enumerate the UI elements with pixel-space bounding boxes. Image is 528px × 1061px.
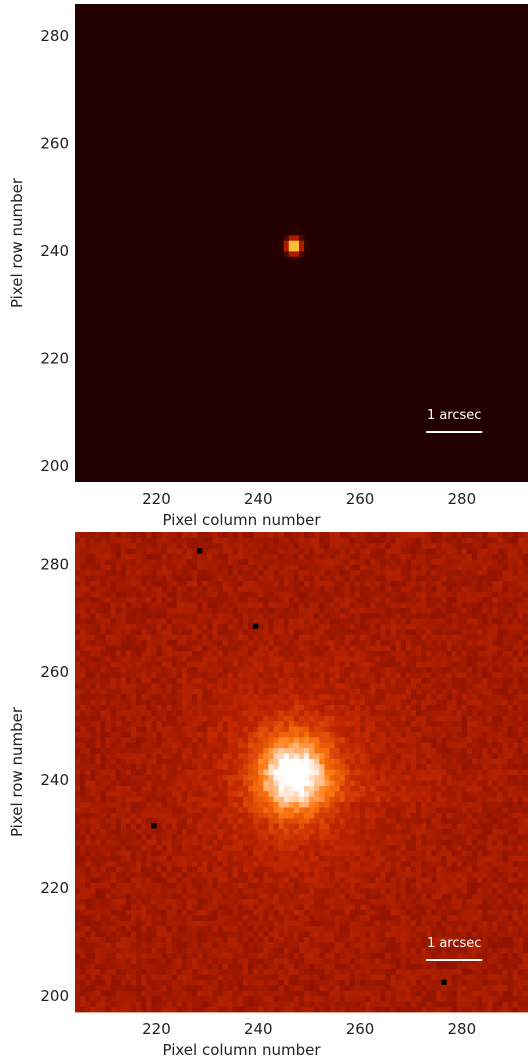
y-tick-label: 200 xyxy=(40,457,69,475)
linear-stretch-image-pixels xyxy=(75,4,528,482)
bad-pixel xyxy=(253,623,259,630)
x-axis-label: Pixel column number xyxy=(163,1041,322,1059)
y-axis-label: Pixel row number xyxy=(8,706,26,837)
y-tick-label: 200 xyxy=(40,987,69,1005)
y-axis-label: Pixel row number xyxy=(8,177,26,308)
x-tick-label: 260 xyxy=(346,490,375,508)
bottom-image-panel: 1 arcsec 220 240 260 280 200 220 240 260 280 Pixel… xyxy=(0,530,528,1061)
x-tick-label: 220 xyxy=(142,1020,171,1038)
y-tick-label: 260 xyxy=(40,135,69,153)
y-tick-label: 220 xyxy=(40,879,69,897)
y-tick-label: 260 xyxy=(40,663,69,681)
x-tick-label: 280 xyxy=(448,1020,477,1038)
x-axis-label: Pixel column number xyxy=(163,511,322,529)
scale-bar-label: 1 arcsec xyxy=(427,408,482,423)
x-tick-label: 240 xyxy=(244,1020,273,1038)
x-tick-label: 240 xyxy=(244,490,273,508)
x-tick-label: 260 xyxy=(346,1020,375,1038)
top-image-panel: 1 arcsec 220 240 260 280 200 220 240 260 280 Pixel… xyxy=(0,0,528,530)
y-tick-label: 240 xyxy=(40,771,69,789)
y-tick-label: 280 xyxy=(40,27,69,45)
bad-pixel xyxy=(151,823,157,829)
y-tick-label: 240 xyxy=(40,242,69,260)
y-tick-label: 220 xyxy=(40,349,69,367)
x-tick-label: 220 xyxy=(142,490,171,508)
bad-pixel xyxy=(197,548,203,554)
scale-bar-label: 1 arcsec xyxy=(427,936,482,951)
bad-pixel xyxy=(441,979,447,986)
log-stretch-image-pixels xyxy=(75,532,528,1013)
y-tick-label: 280 xyxy=(40,555,69,573)
top-image-plot: 1 arcsec 220 240 260 280 200 220 240 260 280 Pixel… xyxy=(8,4,528,529)
x-tick-label: 280 xyxy=(448,490,477,508)
bottom-image-plot: 1 arcsec 220 240 260 280 200 220 240 260 280 Pixel… xyxy=(8,532,528,1059)
